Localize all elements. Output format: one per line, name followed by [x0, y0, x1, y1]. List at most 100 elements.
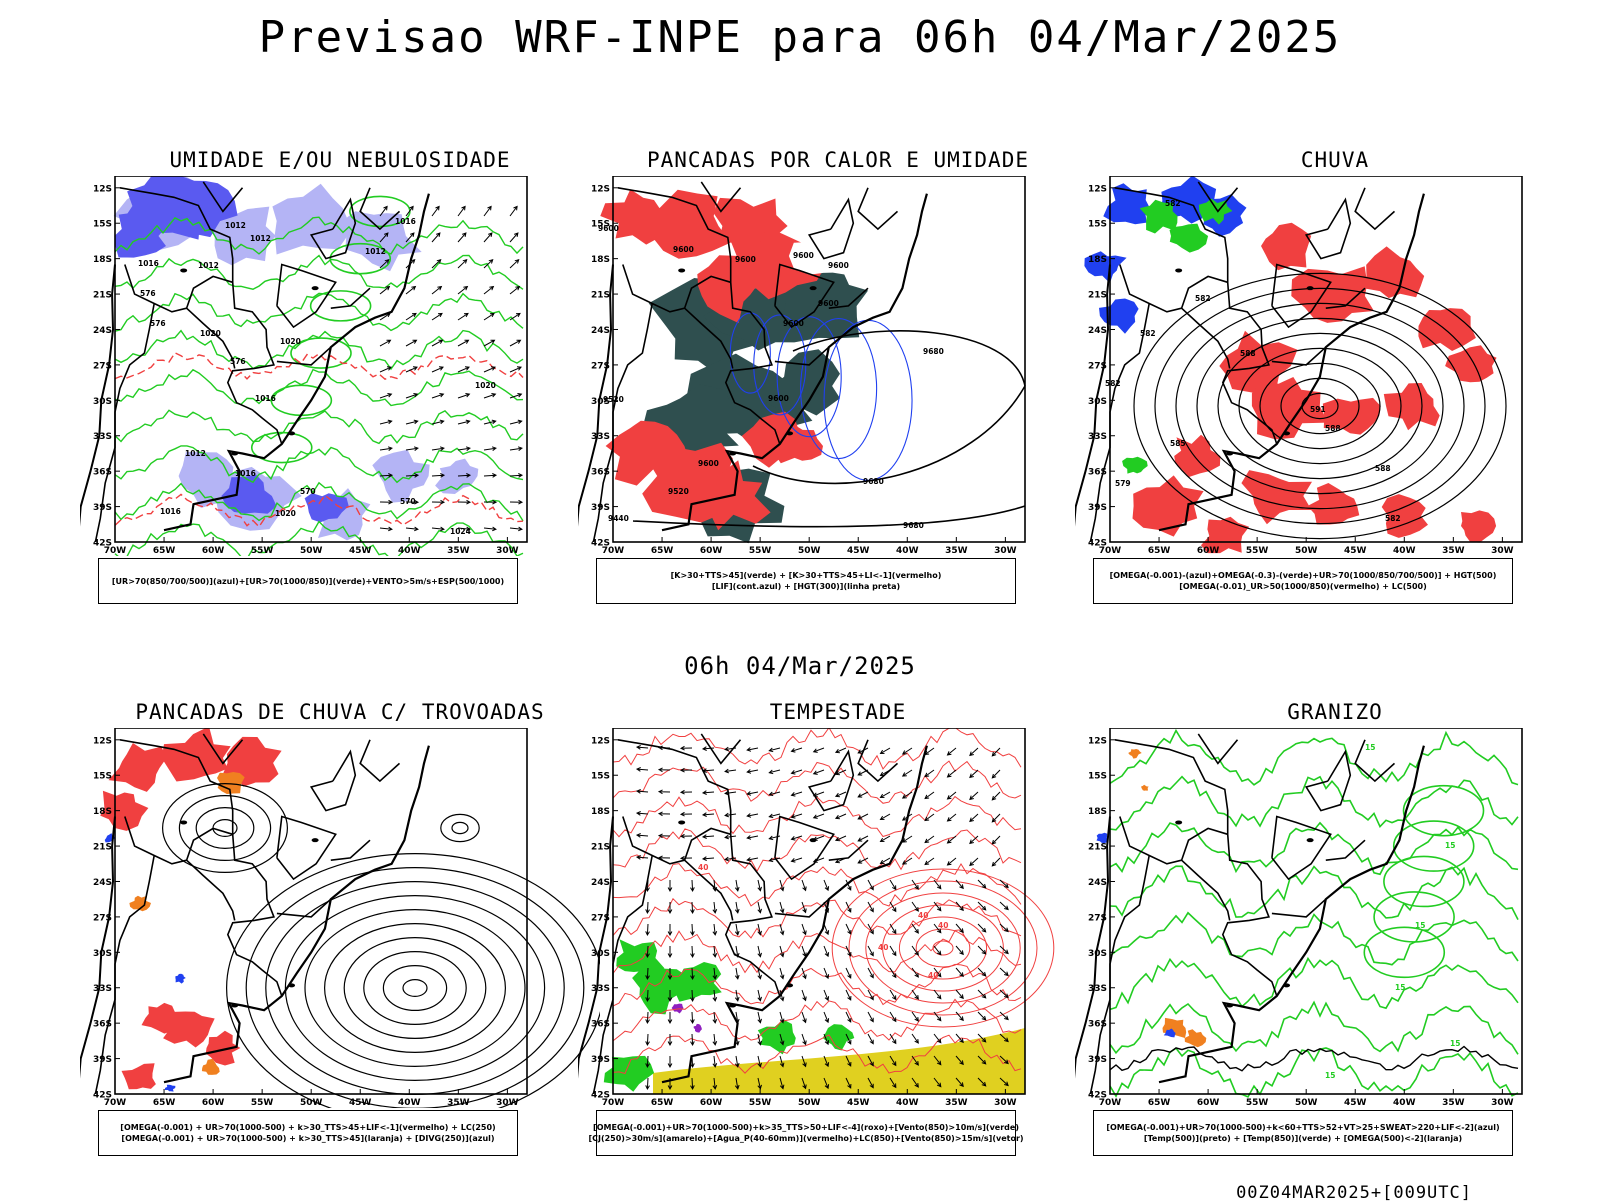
wind-vector	[457, 339, 470, 347]
thunder-red-area	[141, 1002, 180, 1034]
map-tempestade[interactable]: 40 40 40 40 40 12S 15S 18S 21S 24S 27S 30S 33S 36S 39S…	[578, 728, 1098, 1108]
lat-label: 21S	[93, 843, 112, 853]
wind-vector	[801, 1033, 807, 1046]
state-border	[1119, 816, 1228, 865]
wind-vector	[746, 835, 759, 840]
map-pancadas-calor[interactable]: 9600 9600 9600 9600 9600 9680 9680 9680 9600 9600…	[578, 176, 1098, 556]
humidity-lowlevel-contour	[114, 216, 524, 255]
temp850-contour	[1402, 784, 1485, 837]
omega-orange-area	[1184, 1029, 1207, 1048]
contour-label: 1020	[275, 509, 296, 518]
wind-vector	[379, 366, 392, 373]
lat-label: 21S	[93, 291, 112, 301]
wind-vector	[867, 1033, 874, 1045]
humidity-lowlevel-contour	[329, 242, 392, 275]
state-border	[124, 264, 233, 313]
contour-label: 9440	[608, 514, 629, 523]
lake	[729, 1003, 737, 1008]
humidity-midlevel-light	[342, 211, 422, 272]
wind-vector	[867, 879, 874, 891]
wind-vector	[712, 1055, 718, 1068]
lon-label: 40W	[398, 546, 421, 556]
state-border	[617, 739, 781, 997]
state-border	[828, 287, 869, 309]
rain-red-area	[1461, 510, 1497, 543]
wind-vector	[933, 923, 942, 934]
atlantic-coastline	[1158, 193, 1425, 532]
wind-vector	[834, 813, 847, 820]
wind-vector	[823, 1055, 830, 1068]
state-border	[622, 816, 731, 865]
wind-vector	[635, 767, 649, 772]
map-chuva[interactable]: 582 582 582 582 585 591 588 588 582 579 588 12S 15S 1…	[1075, 176, 1595, 556]
humidity-lowlevel-contour	[290, 337, 352, 369]
wind-vector	[924, 791, 935, 800]
wind-vector	[405, 499, 420, 505]
lon-label: 70W	[1099, 546, 1122, 556]
wind-vector	[999, 879, 1009, 889]
contour-label: 1012	[198, 261, 219, 270]
lon-label: 35W	[1442, 546, 1465, 556]
hgt300-contour	[632, 505, 1026, 528]
state-border	[857, 187, 899, 231]
map-granizo[interactable]: 15 15 15 15 15 15 12S 15S 18S 21S 24S 27S 30S 33S 36S 3…	[1075, 728, 1595, 1108]
wind-vector	[845, 989, 852, 1001]
lon-label: 45W	[349, 546, 372, 556]
rain-red-area	[1383, 383, 1440, 431]
legend-trovoadas: [OMEGA(-0.001) + UR>70(1000-500) + k>30_…	[98, 1110, 518, 1156]
wind-vector	[790, 813, 803, 819]
lat-label: 33S	[93, 432, 112, 442]
lat-label: 12S	[591, 184, 610, 194]
wind-vector	[483, 473, 498, 478]
wind-vector	[757, 901, 762, 914]
wind-vector	[509, 499, 524, 505]
lon-label: 65W	[651, 546, 674, 556]
wind-vector	[991, 747, 1001, 757]
pancadas-red-area	[697, 255, 757, 324]
wind-vector	[667, 946, 673, 959]
legend-line: [OMEGA(-0.001)+UR>70(1000-500)+k<60+TTS>…	[1106, 1123, 1500, 1132]
wind-vector	[734, 879, 740, 892]
precip-water-contour	[612, 863, 1022, 907]
pacific-coastline	[578, 816, 614, 1079]
streamline	[440, 813, 480, 843]
contour-label: 40	[918, 911, 928, 920]
wind-vector	[768, 769, 781, 775]
precip-water-contour	[612, 929, 1022, 974]
contour-label: 1016	[138, 259, 159, 268]
wind-vector	[779, 1033, 785, 1046]
wind-vector	[768, 747, 781, 753]
wind-vector	[431, 285, 443, 295]
wind-vector	[879, 813, 891, 821]
map-umidade[interactable]: 1012 1012 1012 1016 1016 1012 1020 1020 1020 1016…	[80, 176, 600, 556]
wind-vector	[757, 1033, 762, 1046]
state-border	[828, 839, 869, 861]
rain-red-area	[1251, 377, 1328, 440]
legend-line: [K>30+TTS>45](verde) + [K>30+TTS>45+LI<-…	[670, 571, 942, 580]
lat-label: 42S	[591, 539, 610, 549]
panel-title: PANCADAS DE CHUVA C/ TROVOADAS	[135, 700, 545, 724]
wind-vector	[712, 901, 718, 914]
contour-label: 579	[1115, 479, 1131, 488]
humidity-midlevel	[167, 176, 238, 238]
wind-vector	[845, 1011, 852, 1023]
wind-vector	[457, 499, 472, 505]
contour-label: 591	[1310, 405, 1326, 414]
wind-vector	[823, 1033, 830, 1046]
contour-label: 582	[1195, 294, 1211, 303]
precip-water-contour	[612, 795, 1022, 838]
wind-vector	[779, 967, 785, 980]
valid-time-label: 06h 04/Mar/2025	[684, 652, 916, 680]
lat-label: 21S	[591, 843, 610, 853]
wind-vector	[911, 1077, 919, 1088]
rain-green-area	[1169, 223, 1209, 253]
lake	[288, 983, 296, 988]
humidity-midlevel-light	[272, 183, 349, 255]
wind-vector	[889, 879, 897, 891]
storm-purple-area	[693, 1023, 702, 1033]
wind-vector	[857, 835, 869, 842]
streamline	[451, 821, 469, 835]
wind-vector	[955, 1055, 964, 1066]
lon-label: 45W	[349, 1098, 372, 1108]
